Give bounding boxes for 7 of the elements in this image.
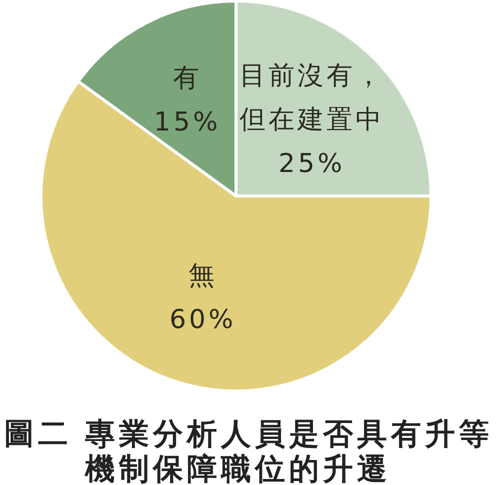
data-label: 15%	[154, 107, 221, 138]
slice-label: 目前沒有，但在建置中	[239, 61, 384, 136]
data-label: 60%	[169, 305, 236, 335]
text: 圖二 專業分析人員是否具有升等機制保障職位的升遷	[4, 416, 493, 485]
slice-label: 無	[188, 261, 218, 291]
data-label: 25%	[278, 149, 346, 180]
slice-label: 有	[172, 63, 202, 94]
